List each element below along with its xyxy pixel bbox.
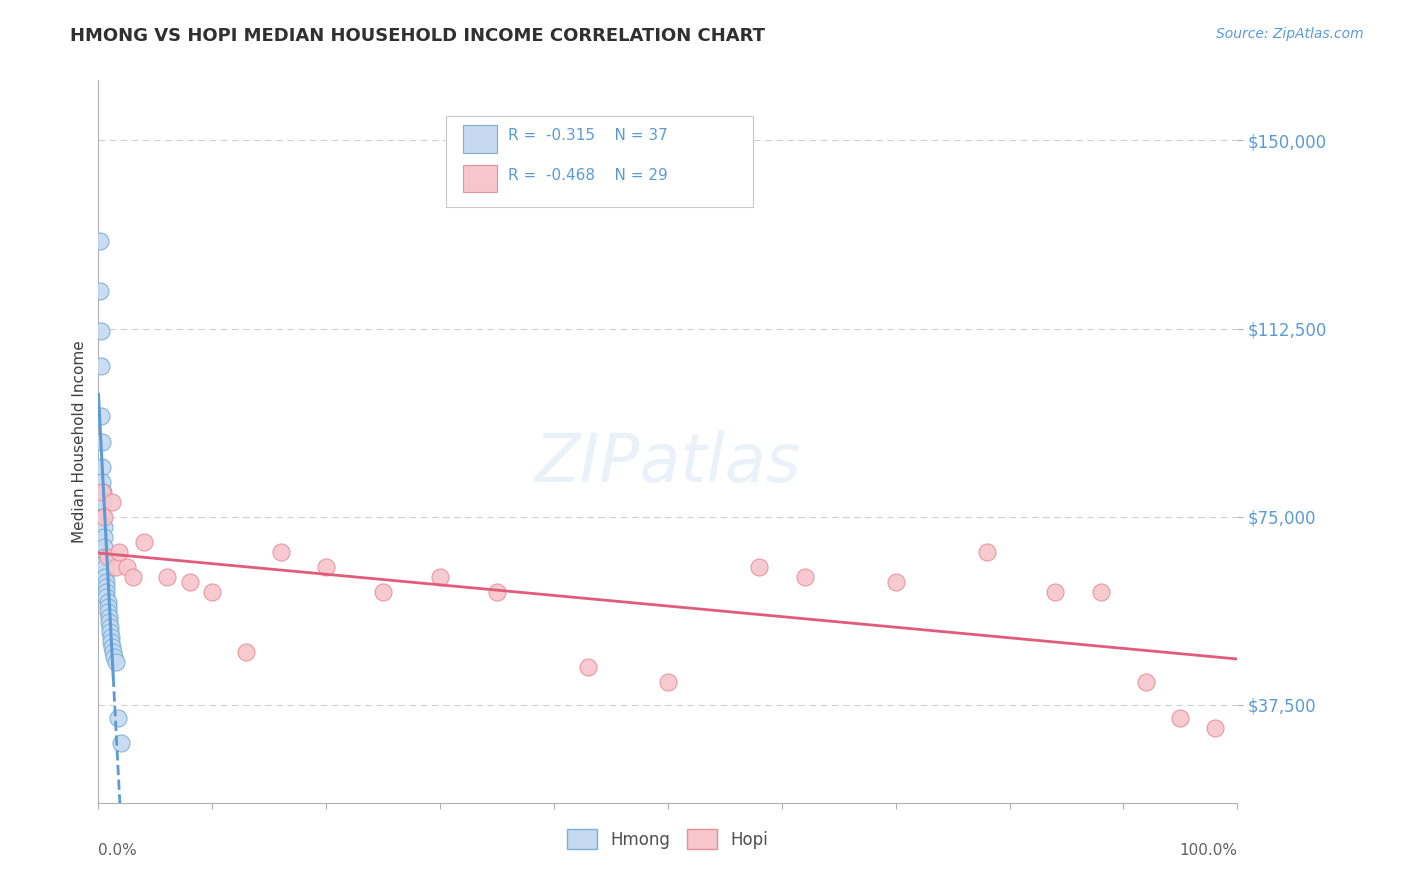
Point bbox=[1090, 585, 1112, 599]
Point bbox=[793, 570, 815, 584]
Point bbox=[90, 409, 112, 424]
Point bbox=[91, 509, 114, 524]
Point bbox=[103, 650, 125, 665]
Point bbox=[108, 545, 131, 559]
Point bbox=[96, 595, 118, 609]
Point bbox=[201, 585, 224, 599]
Point bbox=[96, 549, 118, 564]
Bar bbox=[463, 165, 498, 193]
Point bbox=[315, 560, 337, 574]
Point bbox=[90, 324, 112, 338]
Point bbox=[93, 540, 115, 554]
Point bbox=[121, 570, 143, 584]
Point bbox=[976, 545, 998, 559]
Point bbox=[100, 635, 122, 649]
Text: R =  -0.468    N = 29: R = -0.468 N = 29 bbox=[509, 169, 668, 183]
Text: HMONG VS HOPI MEDIAN HOUSEHOLD INCOME CORRELATION CHART: HMONG VS HOPI MEDIAN HOUSEHOLD INCOME CO… bbox=[70, 27, 765, 45]
Point bbox=[1043, 585, 1066, 599]
Point bbox=[93, 509, 115, 524]
Point bbox=[90, 359, 112, 374]
Point bbox=[90, 459, 112, 474]
Text: Source: ZipAtlas.com: Source: ZipAtlas.com bbox=[1216, 27, 1364, 41]
Point bbox=[89, 284, 111, 298]
Point bbox=[104, 655, 127, 669]
Point bbox=[104, 560, 127, 574]
Point bbox=[101, 640, 124, 655]
Point bbox=[97, 615, 120, 630]
Point bbox=[115, 560, 138, 574]
Point bbox=[90, 434, 112, 449]
Y-axis label: Median Household Income: Median Household Income bbox=[72, 340, 87, 543]
Point bbox=[1135, 675, 1157, 690]
Point bbox=[94, 560, 117, 574]
Point bbox=[96, 585, 118, 599]
Point bbox=[90, 484, 112, 499]
Point bbox=[96, 580, 118, 594]
Point bbox=[93, 520, 115, 534]
Point bbox=[657, 675, 679, 690]
FancyBboxPatch shape bbox=[446, 117, 754, 207]
Text: R =  -0.315    N = 37: R = -0.315 N = 37 bbox=[509, 128, 668, 144]
Point bbox=[94, 555, 117, 569]
Point bbox=[156, 570, 179, 584]
Point bbox=[96, 605, 118, 619]
Bar bbox=[463, 125, 498, 153]
Point bbox=[98, 625, 121, 640]
Text: 100.0%: 100.0% bbox=[1180, 843, 1237, 857]
Point bbox=[486, 585, 509, 599]
Point bbox=[98, 620, 121, 634]
Point bbox=[91, 494, 114, 508]
Point bbox=[96, 590, 118, 604]
Point bbox=[94, 570, 117, 584]
Point bbox=[90, 475, 112, 489]
Point bbox=[132, 534, 155, 549]
Point bbox=[93, 549, 115, 564]
Point bbox=[110, 735, 132, 749]
Point bbox=[97, 610, 120, 624]
Point bbox=[884, 574, 907, 589]
Point bbox=[103, 645, 125, 659]
Text: 0.0%: 0.0% bbox=[98, 843, 138, 857]
Point bbox=[100, 630, 122, 644]
Point bbox=[96, 600, 118, 615]
Text: ZIPatlas: ZIPatlas bbox=[534, 430, 801, 496]
Point bbox=[1170, 710, 1192, 724]
Point bbox=[93, 530, 115, 544]
Legend: Hmong, Hopi: Hmong, Hopi bbox=[561, 822, 775, 856]
Point bbox=[101, 494, 124, 508]
Point bbox=[91, 484, 114, 499]
Point bbox=[1204, 721, 1226, 735]
Point bbox=[748, 560, 770, 574]
Point bbox=[576, 660, 599, 674]
Point bbox=[235, 645, 257, 659]
Point bbox=[371, 585, 394, 599]
Point bbox=[96, 574, 118, 589]
Point bbox=[107, 710, 129, 724]
Point bbox=[89, 234, 111, 248]
Point bbox=[179, 574, 201, 589]
Point bbox=[270, 545, 292, 559]
Point bbox=[429, 570, 451, 584]
